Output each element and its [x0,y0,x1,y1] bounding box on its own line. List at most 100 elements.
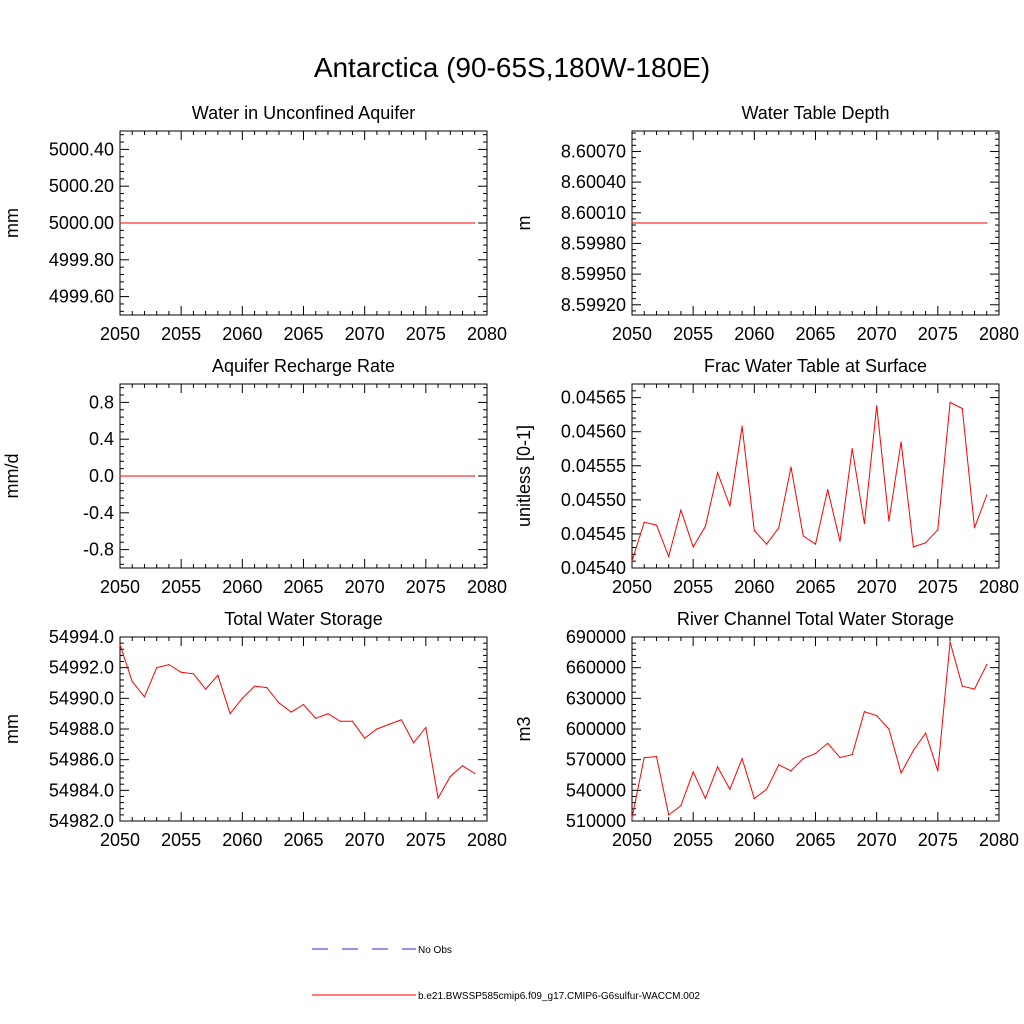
data-point [778,527,780,529]
data-point [168,664,170,666]
y-tick-label: 0.8 [89,392,114,412]
y-tick-label: -0.4 [83,503,114,523]
data-point [680,805,682,807]
x-tick-label: 2070 [857,324,897,344]
data-point [912,749,914,752]
y-tick-label: 0.04545 [561,524,626,544]
data-point [302,703,305,706]
data-point [888,728,890,730]
y-tick-label: 600000 [566,719,626,739]
data-point [741,758,743,760]
data-point [986,664,988,666]
x-tick-label: 2080 [467,830,507,850]
y-axis-label: mm [2,208,22,238]
x-tick-label: 2070 [857,830,897,850]
x-tick-label: 2075 [918,830,958,850]
data-point [925,732,927,734]
y-tick-label: 54992.0 [49,658,114,678]
data-point [973,688,976,690]
x-tick-label: 2065 [795,324,835,344]
data-point [729,788,731,790]
data-point [119,222,121,224]
data-point [741,425,743,427]
chart-panel-2: Water Table Depth m 2050 2055 2060 2065 2070 20… [514,103,1019,344]
chart-title: Total Water Storage [224,609,382,629]
data-point [143,696,146,698]
y-tick-label: -0.8 [83,540,114,560]
data-point [961,407,963,410]
x-tick-label: 2070 [857,577,897,597]
x-tick-label: 2060 [222,577,262,597]
y-tick-label: 660000 [566,658,626,678]
data-point [949,401,951,403]
y-tick-label: 54994.0 [49,627,114,647]
data-point [986,494,988,496]
x-tick-label: 2050 [100,830,140,850]
data-point [863,711,866,713]
chart-panel-3: Aquifer Recharge Rate mm/d 2050 2055 2060 206… [2,356,507,597]
data-point [704,797,707,800]
data-point [925,542,927,544]
x-tick-label: 2070 [345,577,385,597]
data-point [876,405,878,407]
x-tick-label: 2075 [918,324,958,344]
data-point [461,765,464,767]
y-tick-label: 690000 [566,627,626,647]
data-point [814,752,817,755]
x-tick-label: 2050 [612,577,652,597]
data-point [474,222,476,224]
data-point [643,521,645,523]
data-point [839,540,841,543]
x-tick-label: 2050 [100,324,140,344]
y-tick-label: 5000.20 [49,176,114,196]
data-point [253,685,256,687]
data-point [876,715,878,717]
y-tick-label: 4999.60 [49,287,114,307]
y-axis-label: m [514,216,534,231]
x-tick-label: 2075 [406,830,446,850]
y-tick-label: 0.04565 [561,388,626,408]
data-point [327,713,329,715]
y-tick-label: 5000.40 [49,139,114,159]
data-point [668,555,670,558]
x-tick-label: 2080 [467,324,507,344]
x-tick-label: 2075 [406,577,446,597]
y-tick-label: 54984.0 [49,780,114,800]
data-point [961,685,963,687]
series-line-model [119,644,476,800]
data-point [668,814,670,816]
y-tick-label: 54988.0 [49,719,114,739]
data-point [912,546,914,548]
x-tick-label: 2060 [734,324,774,344]
data-point [729,505,731,507]
y-tick-label: 54982.0 [49,811,114,831]
data-point [900,441,902,443]
y-tick-label: 8.59980 [561,233,626,253]
y-tick-label: 8.59920 [561,295,626,315]
x-tick-label: 2075 [918,577,958,597]
x-tick-label: 2055 [673,324,713,344]
data-point [351,720,354,722]
data-point [753,529,755,532]
series-line-model [631,641,988,818]
data-point [364,737,366,739]
data-point [790,770,792,772]
data-point [753,797,755,800]
data-point [192,673,194,675]
data-point [851,753,853,756]
x-tick-label: 2065 [795,830,835,850]
y-axis-label: mm [2,714,22,744]
data-point [949,641,951,643]
data-point [474,772,476,775]
data-point [937,529,939,531]
data-point [278,702,280,704]
x-tick-label: 2060 [734,577,774,597]
y-axis-label: unitless [0-1] [514,425,534,527]
data-point [778,764,780,766]
data-point [986,222,988,224]
data-point [119,475,121,477]
data-point [717,766,719,768]
data-point [863,523,866,525]
data-point [888,520,890,522]
